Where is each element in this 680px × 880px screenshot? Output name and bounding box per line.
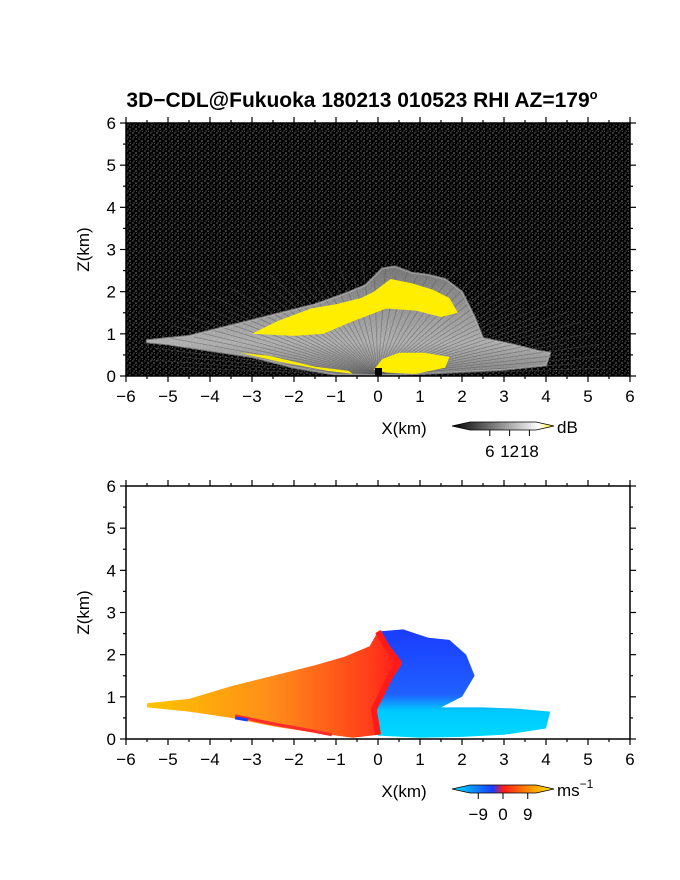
reflectivity-colorbar: dB 6 12 18 [451,418,578,461]
velocity-y-tick-label: 4 [107,561,116,580]
velocity-y-tick-label: 6 [107,477,116,496]
velocity-zero-boundary [370,630,402,736]
reflectivity-streak [193,336,379,376]
reflectivity-streak [182,314,379,376]
reflectivity-y-tick-label: 0 [107,367,116,386]
reflectivity-y-tick-label: 6 [107,114,116,133]
reflectivity-colorbar-bar [451,421,555,431]
reflectivity-origin-gap [375,368,382,376]
reflectivity-x-tick-label: 4 [541,387,550,406]
reflectivity-x-tick-label: 2 [457,387,466,406]
velocity-y-tick-label: 1 [107,688,116,707]
reflectivity-streak [274,289,379,376]
velocity-x-tick-label: −6 [116,750,135,769]
reflectivity-x-tick-label: −2 [284,387,303,406]
velocity-x-tick-label: 4 [541,750,550,769]
reflectivity-strong-echo [239,352,353,374]
reflectivity-streak [214,318,379,376]
reflectivity-x-tick-label: −6 [116,387,135,406]
reflectivity-y-tick-label: 2 [107,283,116,302]
figure-title: 3D−CDL@Fukuoka 180213 010523 RHI AZ=179o [126,87,597,112]
reflectivity-y-tick-label: 1 [107,325,116,344]
velocity-unit-base: ms [557,781,580,800]
velocity-surface-streak [234,714,333,737]
velocity-colorbar-tick-label: 9 [523,805,532,824]
reflectivity-streak [361,261,379,376]
velocity-surface-streak-neg [234,716,249,722]
reflectivity-y-tick-label: 4 [107,198,116,217]
reflectivity-colorbar-tick-label: 12 [500,442,519,461]
reflectivity-colorbar-unit: dB [557,418,578,437]
reflectivity-streak [226,310,379,376]
velocity-x-tick-label: 1 [415,750,424,769]
title-degree: o [590,87,598,102]
reflectivity-streak [257,295,379,376]
reflectivity-streak [171,325,379,376]
velocity-y-tick-label: 3 [107,604,116,623]
velocity-x-axis-label: X(km) [381,782,426,801]
velocity-x-tick-label: 6 [625,750,634,769]
reflectivity-streak [212,295,379,376]
reflectivity-x-axis-label: X(km) [381,419,426,438]
velocity-y-tick-label: 0 [107,730,116,749]
reflectivity-streak [202,327,379,376]
velocity-colorbar-tick-label: −9 [469,805,488,824]
reflectivity-echo-edge [146,265,552,376]
reflectivity-x-tick-label: 3 [499,387,508,406]
reflectivity-x-tick-label: −1 [326,387,345,406]
reflectivity-y-tick-label: 5 [107,156,116,175]
velocity-colorbar-tick-label: 0 [498,805,507,824]
reflectivity-y-axis-label: Z(km) [74,227,93,271]
reflectivity-x-tick-label: −3 [242,387,261,406]
velocity-colorbar-unit: ms−1 [557,777,594,800]
reflectivity-streak [241,302,379,376]
reflectivity-colorbar-tick-label: 6 [485,442,494,461]
reflectivity-strong-echo [252,279,458,336]
velocity-x-tick-label: −1 [326,750,345,769]
velocity-x-tick-label: 3 [499,750,508,769]
reflectivity-streak [377,262,411,376]
reflectivity-y-tick-label: 3 [107,241,116,260]
reflectivity-x-tick-label: −4 [200,387,219,406]
velocity-colorbar: ms−1 −9 0 9 [451,777,594,824]
reflectivity-streak [377,261,387,376]
reflectivity-x-tick-label: 1 [415,387,424,406]
velocity-positive-region [147,631,399,738]
reflectivity-x-tick-label: −5 [158,387,177,406]
velocity-x-tick-label: 2 [457,750,466,769]
reflectivity-streak [196,304,379,376]
reflectivity-x-tick-label: 6 [625,387,634,406]
reflectivity-streak [293,285,379,376]
velocity-y-tick-label: 2 [107,646,116,665]
velocity-colorbar-bar [451,784,555,794]
reflectivity-x-tick-label: 0 [373,387,382,406]
reflectivity-colorbar-tick-label: 18 [520,442,539,461]
title-text: 3D−CDL@Fukuoka 180213 010523 RHI AZ=179 [126,89,589,112]
velocity-x-tick-label: −2 [284,750,303,769]
reflectivity-strong-echo [373,352,450,374]
velocity-negative-region [373,629,551,738]
reflectivity-streak [150,359,379,376]
reflectivity-streak [312,281,379,376]
velocity-x-tick-label: 0 [373,750,382,769]
velocity-x-tick-label: −4 [200,750,219,769]
velocity-x-tick-label: −3 [242,750,261,769]
velocity-x-tick-label: 5 [583,750,592,769]
velocity-unit-exponent: −1 [580,777,594,791]
reflectivity-x-tick-label: 5 [583,387,592,406]
velocity-x-tick-label: −5 [158,750,177,769]
reflectivity-streak [353,276,379,376]
velocity-y-tick-label: 5 [107,519,116,538]
velocity-y-axis-label: Z(km) [74,590,93,634]
reflectivity-streak [337,262,379,376]
